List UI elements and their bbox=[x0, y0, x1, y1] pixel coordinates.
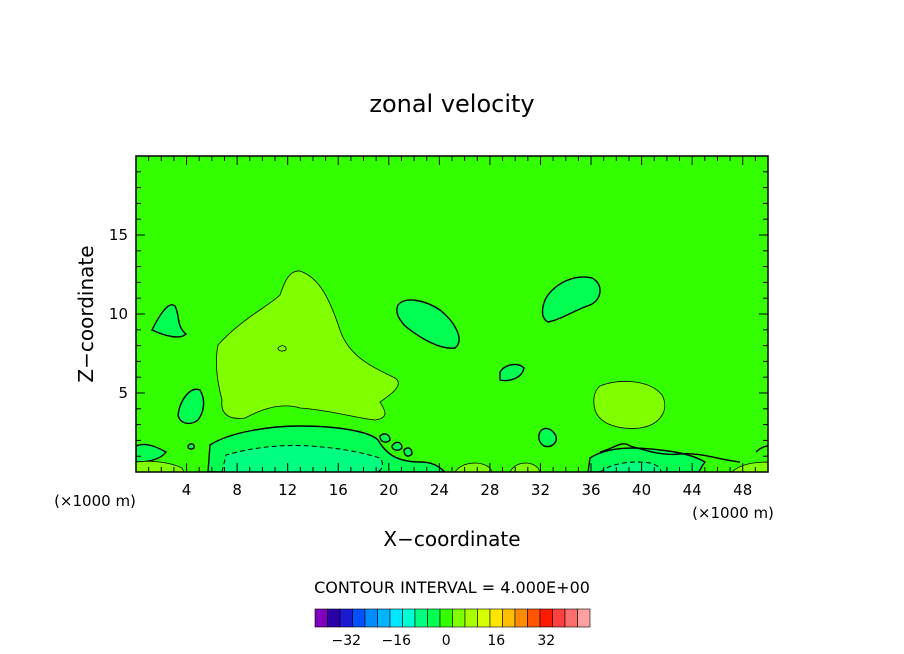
x-tick-label: 36 bbox=[581, 481, 600, 499]
colorbar-cell bbox=[439, 608, 453, 628]
contour-region-negative-strong bbox=[221, 444, 383, 472]
contour-region-negative bbox=[499, 363, 525, 382]
x-tick-label: 16 bbox=[329, 481, 348, 499]
colorbar-cell bbox=[452, 608, 466, 628]
x-tick-label: 24 bbox=[430, 481, 449, 499]
colorbar-cell bbox=[577, 608, 591, 628]
x-tick-label: 8 bbox=[232, 481, 242, 499]
x-tick-label: 40 bbox=[632, 481, 651, 499]
colorbar-cell bbox=[327, 608, 341, 628]
colorbar-cell bbox=[477, 608, 491, 628]
colorbar-cell bbox=[414, 608, 428, 628]
contour-region-positive bbox=[277, 345, 287, 352]
contour-region-negative bbox=[379, 433, 391, 443]
colorbar-cell bbox=[339, 608, 353, 628]
contour-region-positive bbox=[215, 270, 399, 421]
colorbar-cell bbox=[464, 608, 478, 628]
y-axis-ticks: 5 10 15 bbox=[109, 171, 768, 457]
x-tick-label: 4 bbox=[182, 481, 192, 499]
contour-region-negative-strong bbox=[599, 461, 662, 472]
colorbar-cell bbox=[377, 608, 391, 628]
contour-region-negative bbox=[187, 443, 195, 450]
colorbar-cell bbox=[427, 608, 441, 628]
plot-area bbox=[136, 156, 768, 472]
x-axis-ticks: 4 8 12 16 20 24 28 32 36 40 44 48 bbox=[148, 156, 756, 499]
y-tick-label: 5 bbox=[118, 384, 128, 402]
colorbar-cell bbox=[552, 608, 566, 628]
colorbar-labels: −32 −16 0 16 32 bbox=[331, 633, 555, 649]
colorbar-cell bbox=[489, 608, 503, 628]
x-tick-label: 12 bbox=[278, 481, 297, 499]
x-tick-label: 44 bbox=[683, 481, 702, 499]
colorbar-cell bbox=[514, 608, 528, 628]
contour-regions bbox=[136, 270, 768, 472]
contour-interval-label: CONTOUR INTERVAL = 4.000E+00 bbox=[314, 578, 590, 597]
x-tick-label: 32 bbox=[531, 481, 550, 499]
contour-region-positive bbox=[731, 461, 768, 472]
contour-region-negative bbox=[391, 441, 403, 451]
contour-region-negative bbox=[177, 388, 205, 425]
contour-region-negative bbox=[538, 427, 558, 448]
x-tick-label: 20 bbox=[379, 481, 398, 499]
x-unit-label-right: (×1000 m) bbox=[692, 504, 774, 522]
contour-region-negative bbox=[396, 299, 460, 349]
contour-region-negative bbox=[541, 276, 601, 323]
contour-region-positive bbox=[593, 381, 666, 429]
colorbar-cell bbox=[564, 608, 578, 628]
colorbar-tick-label: −32 bbox=[331, 633, 361, 649]
y-tick-label: 15 bbox=[109, 226, 128, 244]
colorbar-cell bbox=[364, 608, 378, 628]
colorbar-tick-label: 0 bbox=[442, 633, 451, 649]
x-axis-label: X−coordinate bbox=[383, 527, 520, 551]
contour-line bbox=[599, 443, 741, 463]
chart-title: zonal velocity bbox=[369, 90, 534, 118]
x-tick-label: 48 bbox=[733, 481, 752, 499]
colorbar-tick-label: 16 bbox=[487, 633, 505, 649]
colorbar-cell bbox=[527, 608, 541, 628]
contour-region-negative bbox=[151, 304, 188, 338]
contour-region-positive bbox=[509, 462, 541, 472]
x-tick-label: 28 bbox=[480, 481, 499, 499]
colorbar-cell bbox=[314, 608, 328, 628]
colorbar-cell bbox=[352, 608, 366, 628]
colorbar-cell bbox=[402, 608, 416, 628]
y-tick-label: 10 bbox=[109, 305, 128, 323]
colorbar-tick-label: 32 bbox=[537, 633, 555, 649]
x-unit-label-left: (×1000 m) bbox=[54, 492, 136, 510]
colorbar-cell bbox=[389, 608, 403, 628]
contour-region-negative bbox=[403, 447, 413, 457]
colorbar-tick-label: −16 bbox=[381, 633, 411, 649]
colorbar-cell bbox=[502, 608, 516, 628]
y-axis-label: Z−coordinate bbox=[74, 245, 98, 382]
colorbar bbox=[314, 608, 591, 628]
colorbar-cell bbox=[539, 608, 553, 628]
